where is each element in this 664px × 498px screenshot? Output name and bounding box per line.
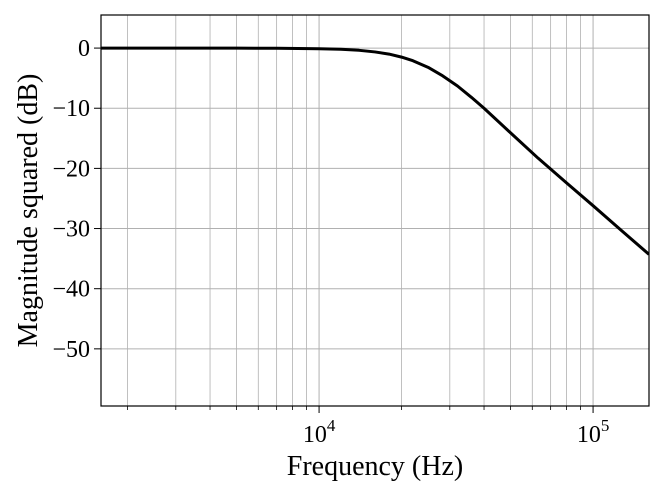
- y-tick-label: −30: [52, 217, 90, 243]
- x-tick-label: 104: [303, 416, 336, 448]
- y-tick-label: −40: [52, 277, 90, 303]
- y-tick-label: −20: [52, 156, 90, 182]
- series-line-0: [101, 46, 649, 256]
- grid: [101, 15, 649, 406]
- y-tick-label: −10: [52, 96, 90, 122]
- y-tick-label: −50: [52, 337, 90, 363]
- y-tick-label: 0: [78, 36, 90, 62]
- ticks: 104 105 0 −10 −20 −30 −40 −50: [52, 36, 609, 448]
- x-tick-label: 105: [577, 416, 610, 448]
- y-axis-label: Magnitude squared (dB): [13, 74, 44, 348]
- plot-frame: [100, 14, 650, 407]
- plot-lines: [101, 46, 649, 256]
- x-axis-label: Frequency (Hz): [287, 451, 463, 482]
